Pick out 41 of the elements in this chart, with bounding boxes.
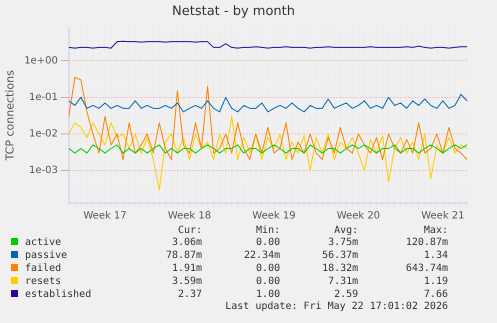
legend-label: failed	[24, 262, 62, 275]
y-tick-label: 1e+00	[24, 55, 58, 66]
text: Avg:	[333, 225, 360, 236]
x-tick-label: Week 19	[252, 210, 296, 222]
y-tick-label: 1e-02	[28, 128, 58, 140]
legend-label: passive	[24, 249, 68, 262]
x-tick-label: Week 21	[421, 210, 465, 222]
text: 1.19	[422, 275, 449, 288]
y-tick-label: 1e-01	[28, 92, 58, 103]
text: 3.59m	[170, 275, 204, 288]
text: 3.75m	[327, 236, 360, 249]
text: 78.87m	[164, 249, 204, 262]
x-tick-label: Week 18	[168, 210, 212, 222]
text: Last update: Fri May 22 17:01:02 2026	[224, 301, 449, 312]
text: 2.59	[333, 288, 360, 301]
text: 7.66	[422, 288, 449, 301]
legend-label: resets	[24, 275, 62, 288]
x-tick-label: Week 20	[336, 210, 380, 222]
text: 0.00	[255, 262, 282, 275]
text: 18.32m	[321, 262, 360, 275]
text: Min:	[255, 225, 282, 236]
text: Cur:	[176, 225, 204, 236]
text: Max:	[422, 225, 449, 236]
text: 2.37	[176, 288, 204, 301]
chart-title: Netstat - by month	[172, 4, 295, 20]
legend-label: active	[24, 236, 62, 249]
text: 120.87m	[404, 236, 449, 249]
y-axis-title: TCP connections	[3, 70, 16, 162]
text: 56.37m	[321, 249, 360, 262]
y-tick-label: 1e-03	[28, 165, 58, 176]
text: 643.74m	[404, 262, 449, 275]
legend-label: established	[24, 288, 92, 301]
text: 22.34m	[243, 249, 282, 262]
text: 7.31m	[327, 275, 360, 288]
text: 1.00	[255, 288, 282, 301]
text: 0.00	[255, 236, 282, 249]
text: 3.06m	[170, 236, 204, 249]
text: 0.00	[255, 275, 282, 288]
text: 1.91m	[170, 262, 204, 275]
text: 1.34	[422, 249, 449, 262]
x-tick-label: Week 17	[83, 210, 127, 222]
